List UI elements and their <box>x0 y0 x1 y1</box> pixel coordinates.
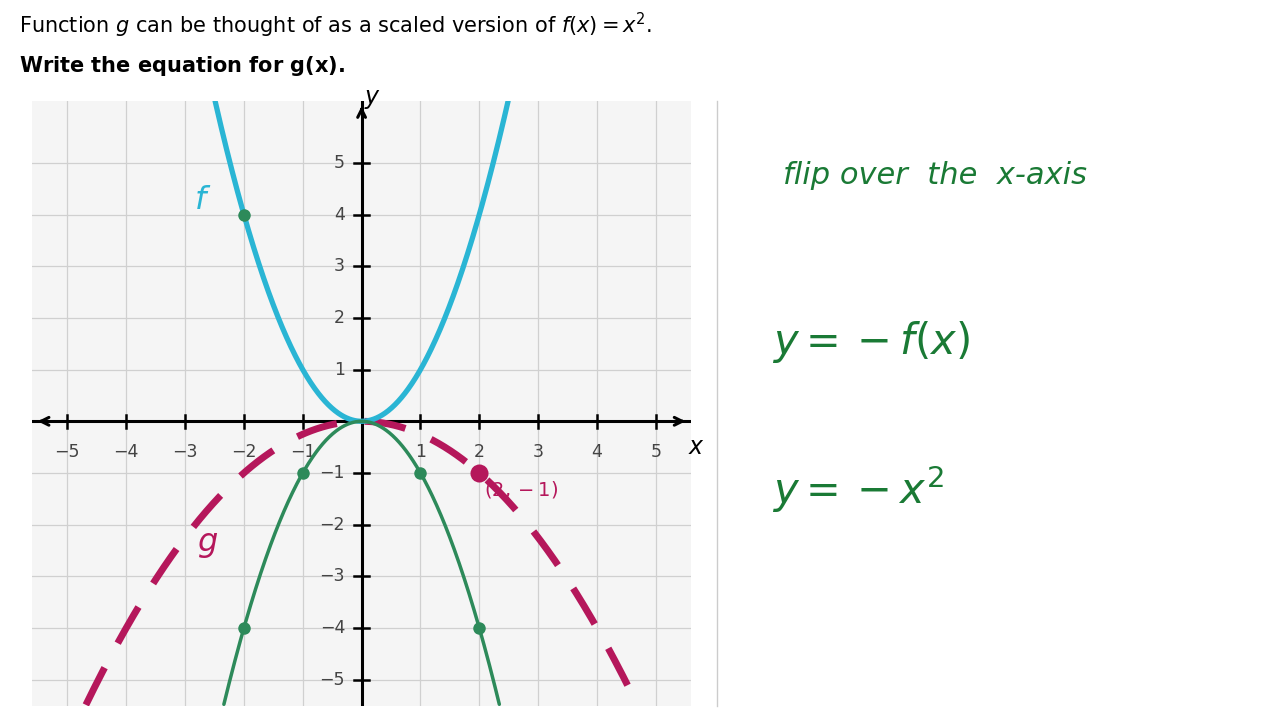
Text: $x$: $x$ <box>689 435 705 459</box>
Text: −4: −4 <box>320 619 346 637</box>
Text: flip over  the  x-axis: flip over the x-axis <box>783 161 1087 190</box>
Text: $(2, -1)$: $(2, -1)$ <box>484 480 558 500</box>
Text: −5: −5 <box>320 671 346 689</box>
Text: −5: −5 <box>55 443 81 461</box>
Text: 5: 5 <box>650 443 662 461</box>
Text: 5: 5 <box>334 154 346 172</box>
Text: −4: −4 <box>114 443 138 461</box>
Text: −3: −3 <box>320 567 346 585</box>
Text: $y = -x^2$: $y = -x^2$ <box>772 464 943 516</box>
Text: −1: −1 <box>320 464 346 482</box>
Text: 1: 1 <box>415 443 426 461</box>
Text: −1: −1 <box>291 443 315 461</box>
Text: 2: 2 <box>474 443 485 461</box>
Text: 2: 2 <box>334 309 346 327</box>
Text: Write the equation for $\mathbf{g(x)}$.: Write the equation for $\mathbf{g(x)}$. <box>19 54 346 78</box>
Text: 4: 4 <box>591 443 603 461</box>
Text: 4: 4 <box>334 205 346 223</box>
Text: Function $g$ can be thought of as a scaled version of $f(x) = x^2$.: Function $g$ can be thought of as a scal… <box>19 11 653 40</box>
Text: 3: 3 <box>334 257 346 275</box>
Text: −2: −2 <box>320 516 346 534</box>
Text: $y = -f(x)$: $y = -f(x)$ <box>772 318 970 364</box>
Text: 1: 1 <box>334 361 346 379</box>
Text: $y$: $y$ <box>364 87 380 111</box>
Text: $f$: $f$ <box>193 185 211 216</box>
Text: −3: −3 <box>173 443 198 461</box>
Text: $g$: $g$ <box>197 528 218 559</box>
Text: −2: −2 <box>232 443 256 461</box>
Text: 3: 3 <box>532 443 544 461</box>
